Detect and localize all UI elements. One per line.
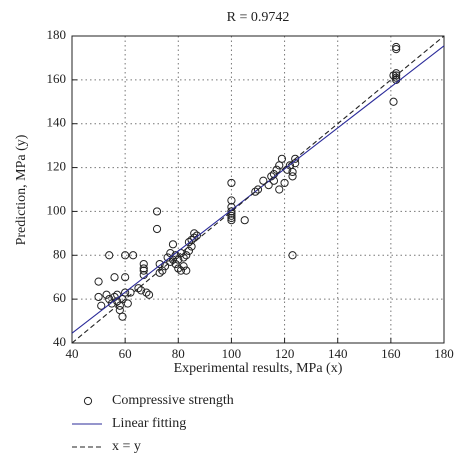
- data-point: [184, 246, 194, 255]
- data-point: [155, 268, 164, 277]
- data-point: [392, 71, 401, 80]
- data-point: [272, 165, 281, 174]
- y-axis-label: Prediction, MPa (y): [14, 134, 29, 245]
- plot-frame: [71, 35, 445, 344]
- data-point: [121, 251, 130, 260]
- data-point: [166, 257, 175, 266]
- x-tick-label: 40: [66, 346, 79, 361]
- x-tick-label: 120: [275, 346, 295, 361]
- x-tick-label: 160: [381, 346, 401, 361]
- data-point: [275, 185, 284, 194]
- series-line: [71, 35, 445, 344]
- data-point: [190, 229, 199, 238]
- data-point: [392, 45, 401, 54]
- data-point: [288, 172, 297, 181]
- data-point: [126, 288, 135, 297]
- data-point: [184, 238, 194, 247]
- data-point: [110, 273, 119, 282]
- legend-label: x = y: [112, 439, 141, 454]
- data-point: [227, 196, 236, 205]
- data-point: [160, 262, 170, 271]
- data-point: [251, 187, 260, 196]
- data-point: [121, 288, 130, 297]
- y-tick-label: 100: [47, 202, 67, 217]
- data-point: [392, 69, 401, 78]
- legend-label: Linear fitting: [112, 416, 186, 431]
- data-point: [227, 211, 236, 220]
- y-tick-label: 80: [53, 246, 66, 261]
- y-tick-label: 180: [47, 27, 67, 42]
- data-point: [129, 251, 138, 260]
- y-tick-label: 60: [53, 290, 66, 305]
- x-tick-label: 140: [328, 346, 348, 361]
- data-point: [134, 284, 143, 293]
- data-point: [142, 288, 151, 297]
- data-point: [240, 216, 249, 225]
- data-point: [168, 255, 178, 264]
- data-point: [192, 231, 201, 240]
- data-point: [136, 286, 146, 295]
- data-point: [102, 290, 111, 299]
- data-point: [253, 185, 263, 194]
- y-tick-label: 40: [53, 334, 66, 349]
- data-point: [152, 224, 162, 234]
- x-tick-label: 100: [222, 346, 242, 361]
- data-point: [174, 264, 183, 273]
- legend-label: Compressive strength: [112, 393, 234, 408]
- data-point: [158, 266, 167, 275]
- data-point: [190, 233, 199, 242]
- y-tick-label: 140: [47, 115, 67, 130]
- data-point: [291, 154, 300, 163]
- data-point: [94, 292, 103, 302]
- data-point: [182, 251, 191, 260]
- x-tick-label: 60: [119, 346, 132, 361]
- x-tick-label: 80: [172, 346, 185, 361]
- data-point: [97, 301, 106, 310]
- data-point: [171, 259, 180, 269]
- data-point: [94, 277, 103, 286]
- data-point: [139, 264, 148, 273]
- data-point: [288, 251, 297, 260]
- x-axis-label: Experimental results, MPa (x): [174, 361, 343, 376]
- data-point: [277, 154, 287, 163]
- data-point: [121, 273, 130, 282]
- data-point: [259, 176, 268, 185]
- data-point: [105, 251, 114, 260]
- data-point: [389, 71, 398, 80]
- data-point: [280, 178, 289, 188]
- data-point: [227, 213, 236, 223]
- data-point: [118, 312, 127, 321]
- y-tick-label: 120: [47, 159, 67, 174]
- legend-marker: [83, 396, 93, 406]
- chart-title: R = 0.9742: [227, 10, 290, 25]
- y-tick-label: 160: [47, 71, 67, 86]
- data-point: [139, 259, 148, 269]
- data-point: [288, 167, 297, 177]
- data-point: [179, 262, 188, 271]
- data-point: [152, 207, 162, 216]
- data-point: [392, 73, 401, 82]
- data-point: [139, 266, 148, 275]
- data-point: [182, 266, 191, 275]
- data-point: [187, 242, 196, 251]
- data-point: [163, 253, 172, 262]
- data-point: [123, 299, 132, 308]
- data-point: [179, 253, 188, 262]
- data-point: [168, 240, 178, 249]
- data-point: [176, 266, 186, 275]
- data-point: [227, 178, 236, 188]
- data-point: [227, 216, 236, 225]
- data-point: [392, 42, 401, 52]
- data-point: [389, 97, 398, 106]
- data-point: [144, 290, 154, 299]
- data-point: [227, 207, 236, 216]
- data-point: [105, 295, 114, 304]
- x-tick-label: 180: [434, 346, 454, 361]
